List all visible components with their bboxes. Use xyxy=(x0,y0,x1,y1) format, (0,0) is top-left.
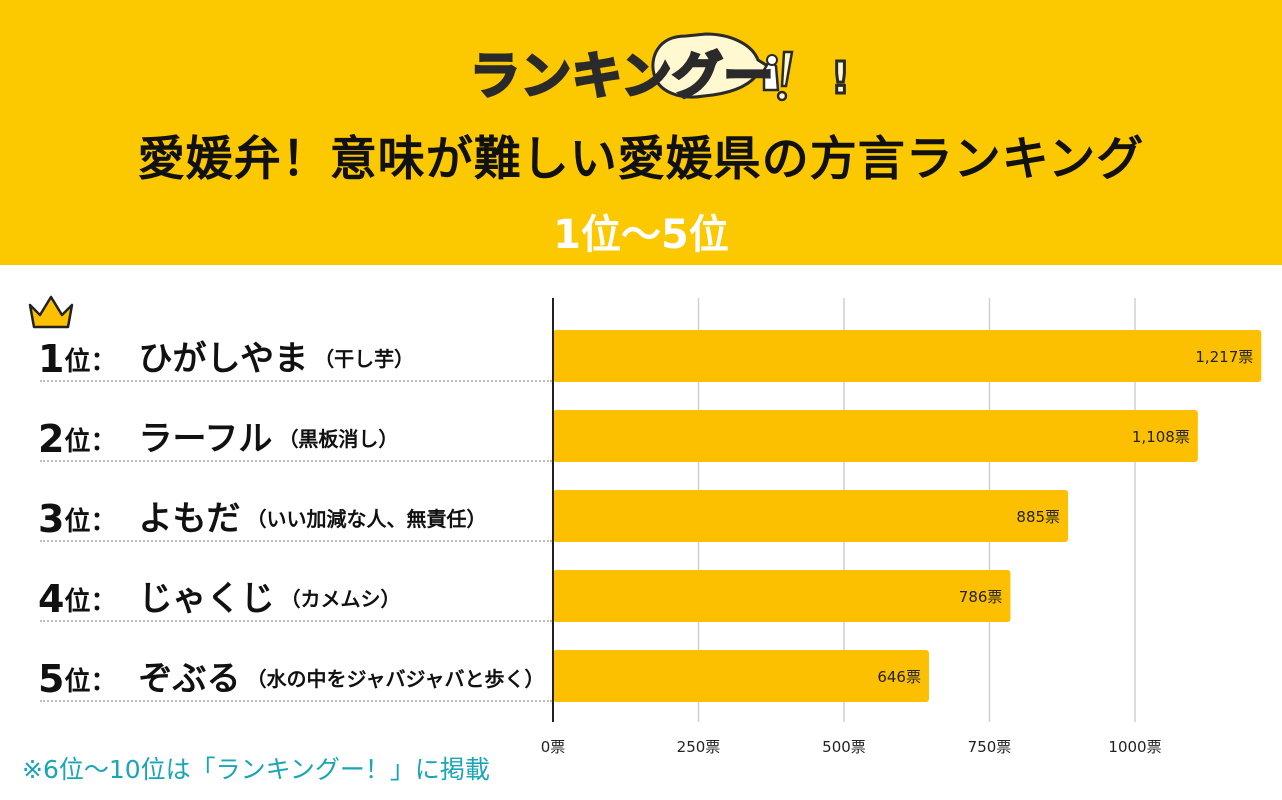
bar-value-label: 1,217票 xyxy=(1195,348,1253,366)
header-banner: ランキングー! 愛媛弁！意味が難しい愛媛県の方言ランキング 1位〜5位 xyxy=(0,0,1282,265)
dialect-word: ラーフル xyxy=(138,419,273,459)
rank-suffix: 位： xyxy=(64,667,117,697)
dialect-word: ひがしやま xyxy=(138,339,309,379)
dialect-meaning: （水の中をジャバジャバと歩く） xyxy=(246,667,545,691)
rank-suffix: 位： xyxy=(64,427,117,457)
bar-value-label: 1,108票 xyxy=(1132,428,1190,446)
dialect-word: よもだ xyxy=(138,499,241,539)
row-separator xyxy=(40,700,552,702)
row-separator xyxy=(40,460,552,462)
ranking-goo-logo: ランキングー! xyxy=(466,26,852,108)
rank-number: 4 xyxy=(38,577,65,621)
logo-text-bar: ー xyxy=(722,46,775,107)
row-separator xyxy=(40,540,552,542)
logo-text: ランキング xyxy=(469,46,724,107)
bar-value-label: 786票 xyxy=(959,588,1003,606)
x-tick-label: 750票 xyxy=(968,738,1012,756)
rank-row-1: 1 位： ひがしやま （干し芋） xyxy=(38,324,548,384)
crown-icon xyxy=(28,295,74,329)
bar xyxy=(553,330,1262,382)
rank-suffix: 位： xyxy=(64,587,117,617)
footnote: ※6位〜10位は「ランキングー！」に掲載 xyxy=(22,755,490,784)
rank-row-4: 4 位： じゃくじ （カメムシ） xyxy=(38,564,548,624)
rank-suffix: 位： xyxy=(64,347,117,377)
rank-suffix: 位： xyxy=(64,507,117,537)
rank-number: 2 xyxy=(38,417,65,461)
dialect-meaning: （カメムシ） xyxy=(280,587,401,611)
bar xyxy=(553,650,929,702)
row-separator xyxy=(40,620,552,622)
x-tick-label: 250票 xyxy=(677,738,721,756)
bar xyxy=(553,570,1011,622)
rank-row-5: 5 位： ぞぶる （水の中をジャバジャバと歩く） xyxy=(38,644,548,704)
bar-value-label: 646票 xyxy=(877,668,921,686)
speech-bubble-icon xyxy=(651,32,794,102)
dialect-word: ぞぶる xyxy=(138,659,241,699)
rank-number: 1 xyxy=(38,337,65,381)
rank-number: 3 xyxy=(38,497,65,541)
x-tick-label: 1000票 xyxy=(1108,738,1161,756)
dialect-meaning: （いい加減な人、無責任） xyxy=(246,507,487,531)
dialect-word: じゃくじ xyxy=(138,579,275,619)
dialect-meaning: （干し芋） xyxy=(314,347,415,371)
page-title: 愛媛弁！意味が難しい愛媛県の方言ランキング xyxy=(137,132,1145,187)
bar xyxy=(553,410,1198,462)
rank-row-2: 2 位： ラーフル （黒板消し） xyxy=(38,404,548,464)
dialect-meaning: （黒板消し） xyxy=(278,427,399,451)
row-separator xyxy=(40,380,552,382)
x-tick-label: 0票 xyxy=(541,738,566,756)
rank-row-3: 3 位： よもだ （いい加減な人、無責任） xyxy=(38,484,548,544)
page-subtitle: 1位〜5位 xyxy=(553,212,729,258)
bar xyxy=(553,490,1069,542)
logo-mark: ! xyxy=(829,52,852,106)
x-tick-label: 500票 xyxy=(822,738,866,756)
rank-number: 5 xyxy=(38,657,65,701)
bar-value-label: 885票 xyxy=(1016,508,1060,526)
